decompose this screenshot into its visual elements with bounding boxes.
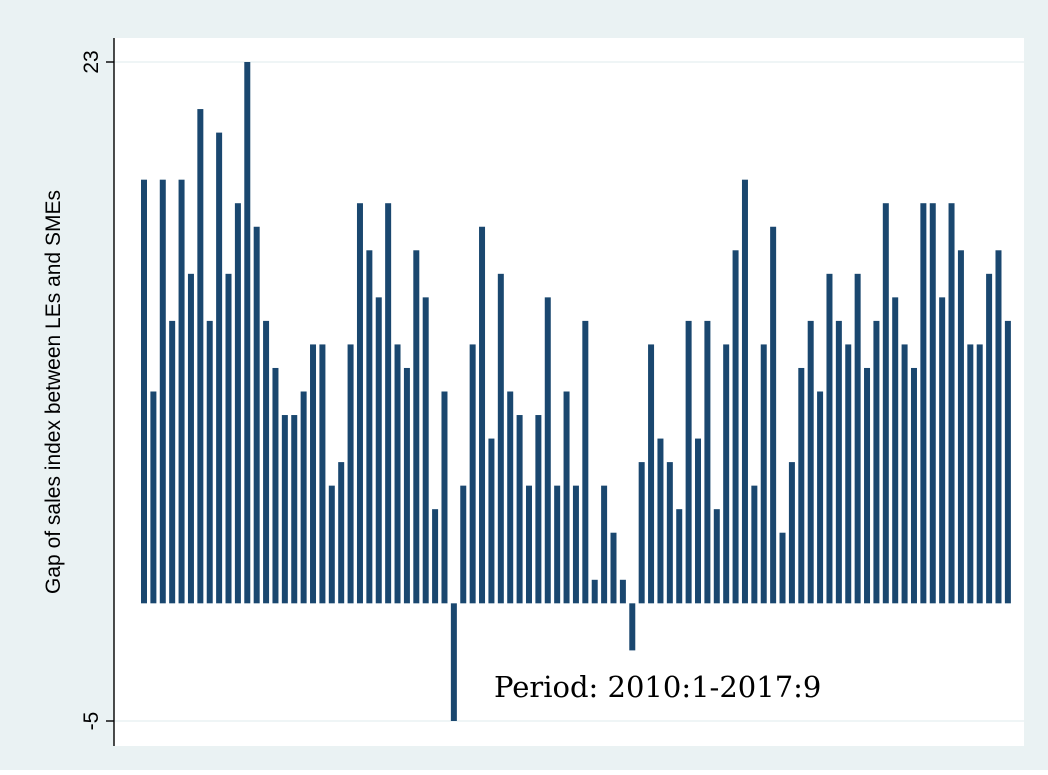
bar — [376, 297, 382, 603]
bar — [526, 486, 532, 604]
y-axis-title: Gap of sales index between LEs and SMEs — [42, 190, 65, 594]
bar — [423, 297, 429, 603]
bar — [808, 321, 814, 603]
bar — [545, 297, 551, 603]
bar — [150, 392, 156, 604]
bar — [714, 509, 720, 603]
bar — [817, 392, 823, 604]
bar — [949, 203, 955, 603]
bar — [770, 227, 776, 604]
bar — [657, 439, 663, 604]
bar — [301, 392, 307, 604]
bar — [507, 392, 513, 604]
bar — [385, 203, 391, 603]
bar — [986, 274, 992, 604]
bar — [272, 368, 278, 603]
bar — [967, 344, 973, 603]
bar — [667, 462, 673, 603]
bar — [244, 62, 250, 603]
bar — [883, 203, 889, 603]
bar — [319, 344, 325, 603]
y-tick-label: -5 — [80, 712, 103, 731]
bar — [958, 250, 964, 603]
bar — [873, 321, 879, 603]
bar — [357, 203, 363, 603]
bar — [366, 250, 372, 603]
bar — [686, 321, 692, 603]
bar — [329, 486, 335, 604]
bar — [216, 133, 222, 604]
bar — [733, 250, 739, 603]
bar — [639, 462, 645, 603]
bar — [348, 344, 354, 603]
bar — [160, 180, 166, 604]
period-annotation: Period: 2010:1-2017:9 — [494, 670, 821, 704]
bar — [780, 533, 786, 604]
bar — [939, 297, 945, 603]
bar — [742, 180, 748, 604]
bar — [413, 250, 419, 603]
bar — [432, 509, 438, 603]
bar — [723, 344, 729, 603]
bar — [1005, 321, 1011, 603]
bar — [798, 368, 804, 603]
bar — [892, 297, 898, 603]
bar — [479, 227, 485, 604]
bar — [601, 486, 607, 604]
bar — [169, 321, 175, 603]
bar — [554, 486, 560, 604]
bar — [291, 415, 297, 603]
bar — [179, 180, 185, 604]
bar — [207, 321, 213, 603]
bar — [441, 392, 447, 604]
bar — [920, 203, 926, 603]
bar — [826, 274, 832, 604]
bar — [498, 274, 504, 604]
bar — [789, 462, 795, 603]
bar — [629, 603, 635, 650]
bar — [864, 368, 870, 603]
bar — [338, 462, 344, 603]
bar — [592, 580, 598, 604]
bar — [648, 344, 654, 603]
bar — [761, 344, 767, 603]
bar — [470, 344, 476, 603]
bar — [282, 415, 288, 603]
bar — [488, 439, 494, 604]
bar — [582, 321, 588, 603]
bar — [704, 321, 710, 603]
bar — [226, 274, 232, 604]
bar — [404, 368, 410, 603]
bar — [141, 180, 147, 604]
bar — [310, 344, 316, 603]
bar — [573, 486, 579, 604]
bar — [995, 250, 1001, 603]
bar — [845, 344, 851, 603]
bar — [676, 509, 682, 603]
bar — [535, 415, 541, 603]
bar — [977, 344, 983, 603]
bar — [611, 533, 617, 604]
bar — [235, 203, 241, 603]
bar — [197, 109, 203, 603]
y-tick-label: 23 — [80, 50, 103, 73]
bar — [930, 203, 936, 603]
bar — [517, 415, 523, 603]
bar — [836, 321, 842, 603]
bar — [855, 274, 861, 604]
bar — [911, 368, 917, 603]
bar — [395, 344, 401, 603]
bar — [695, 439, 701, 604]
bar — [564, 392, 570, 604]
bar — [254, 227, 260, 604]
bar — [451, 603, 457, 721]
bar — [751, 486, 757, 604]
bar — [263, 321, 269, 603]
bar — [620, 580, 626, 604]
bar — [188, 274, 194, 604]
bar — [902, 344, 908, 603]
bar — [460, 486, 466, 604]
